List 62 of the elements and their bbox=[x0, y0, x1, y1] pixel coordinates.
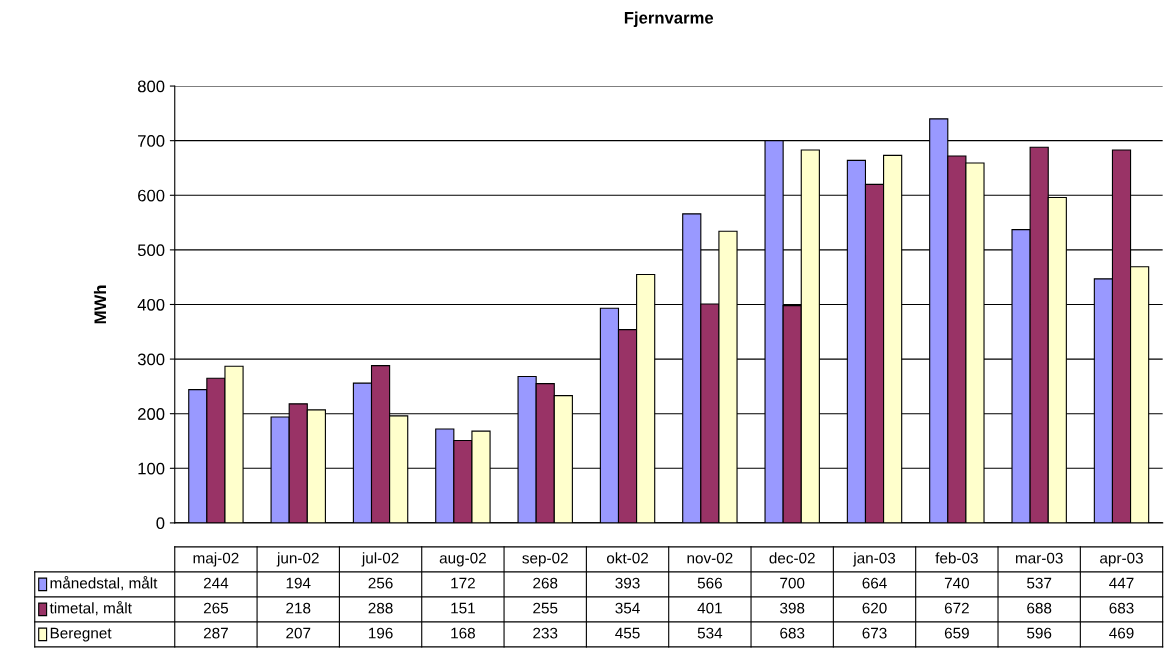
y-axis-title: MWh bbox=[93, 285, 106, 324]
x-tick-label: jul-02 bbox=[361, 552, 399, 567]
data-label: 207 bbox=[286, 627, 311, 639]
data-label: 287 bbox=[203, 627, 228, 639]
data-label: 566 bbox=[697, 577, 722, 589]
data-label: 256 bbox=[368, 577, 393, 589]
data-label: 194 bbox=[286, 577, 311, 589]
data-label: 268 bbox=[533, 577, 558, 589]
y-tick-label: 400 bbox=[137, 298, 165, 311]
y-tick-label: 800 bbox=[137, 80, 165, 93]
x-tick-label: feb-03 bbox=[935, 552, 978, 564]
y-tick-label: 500 bbox=[137, 244, 165, 257]
data-label: 447 bbox=[1109, 577, 1134, 589]
x-tick-label: jan-03 bbox=[852, 552, 896, 567]
data-label: 233 bbox=[533, 627, 558, 639]
x-tick-label: maj-02 bbox=[193, 552, 239, 567]
data-label: 255 bbox=[533, 602, 558, 614]
data-label: 244 bbox=[203, 577, 229, 589]
data-label: 596 bbox=[1027, 627, 1052, 639]
legend-label: Beregnet bbox=[50, 627, 112, 642]
data-label: 172 bbox=[451, 577, 475, 589]
legend-label: månedstal, målt bbox=[50, 576, 158, 591]
data-label: 398 bbox=[780, 602, 805, 614]
data-label: 218 bbox=[286, 602, 311, 614]
data-label: 265 bbox=[203, 602, 229, 614]
x-tick-label: jun-02 bbox=[276, 552, 319, 567]
data-label: 683 bbox=[780, 627, 805, 639]
x-tick-label: apr-03 bbox=[1100, 552, 1143, 567]
y-tick-label: 100 bbox=[138, 462, 165, 475]
data-label: 620 bbox=[862, 602, 887, 614]
y-tick-label: 600 bbox=[138, 189, 165, 202]
data-label: 288 bbox=[368, 602, 393, 614]
chart-title: Fjernvarme bbox=[624, 11, 714, 28]
x-tick-label: nov-02 bbox=[687, 552, 733, 564]
x-tick-label: dec-02 bbox=[769, 552, 815, 564]
data-label: 537 bbox=[1027, 577, 1052, 589]
data-label: 401 bbox=[697, 602, 722, 614]
data-label: 168 bbox=[451, 627, 475, 639]
data-label: 354 bbox=[615, 602, 640, 614]
data-label: 196 bbox=[368, 627, 393, 639]
x-tick-label: okt-02 bbox=[606, 552, 649, 564]
data-label: 455 bbox=[615, 627, 640, 639]
data-label: 664 bbox=[862, 577, 887, 589]
y-tick-label: 0 bbox=[156, 517, 165, 530]
x-tick-label: mar-03 bbox=[1016, 552, 1063, 564]
data-label: 393 bbox=[615, 577, 640, 589]
data-label: 740 bbox=[944, 577, 969, 589]
y-tick-label: 200 bbox=[138, 408, 165, 420]
data-label: 151 bbox=[451, 602, 475, 614]
data-label: 534 bbox=[697, 627, 723, 639]
data-label: 672 bbox=[944, 602, 969, 614]
y-tick-label: 300 bbox=[137, 353, 165, 366]
data-label: 469 bbox=[1109, 627, 1134, 639]
x-tick-label: sep-02 bbox=[522, 552, 568, 567]
legend-label: timetal, målt bbox=[49, 601, 132, 616]
x-tick-label: aug-02 bbox=[439, 552, 486, 567]
data-label: 700 bbox=[780, 577, 805, 589]
data-label: 688 bbox=[1027, 602, 1052, 614]
data-label: 683 bbox=[1109, 602, 1134, 614]
data-label: 659 bbox=[944, 627, 969, 639]
y-tick-label: 700 bbox=[138, 135, 165, 147]
data-label: 673 bbox=[862, 627, 887, 639]
